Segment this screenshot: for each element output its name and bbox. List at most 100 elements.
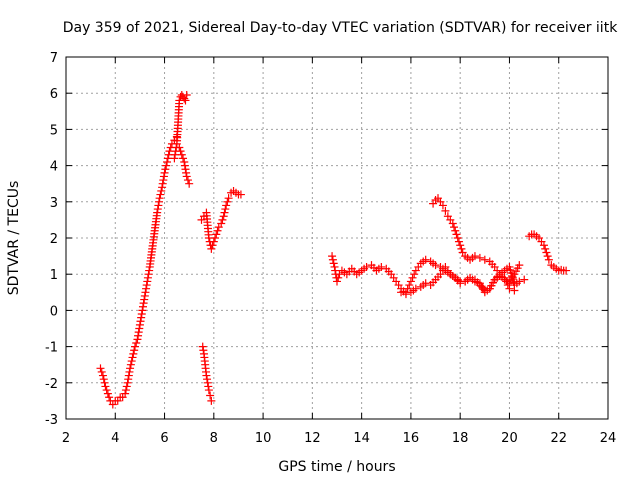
- data-point-fill: [134, 331, 143, 340]
- x-tick-label: 2: [62, 431, 70, 446]
- data-point: [470, 277, 479, 286]
- data-point-fill: [154, 201, 163, 210]
- data-point: [135, 320, 144, 329]
- data-point-fill: [100, 378, 109, 387]
- data-point-fill: [199, 346, 208, 355]
- data-point-fill: [140, 295, 149, 304]
- y-tick-label: 6: [50, 87, 58, 102]
- data-point: [143, 277, 152, 286]
- series-segment-4: [197, 186, 245, 253]
- data-point: [456, 279, 465, 288]
- data-point: [203, 378, 212, 387]
- data-point-fill: [124, 375, 133, 384]
- x-tick-label: 12: [304, 431, 321, 446]
- data-point: [441, 206, 450, 215]
- data-point: [126, 364, 135, 373]
- data-point-fill: [171, 150, 180, 159]
- data-point: [121, 389, 130, 398]
- data-point-fill: [182, 168, 191, 177]
- data-point: [475, 253, 484, 262]
- data-point-fill: [121, 386, 130, 395]
- data-point-fill: [127, 357, 136, 366]
- data-point-fill: [454, 237, 463, 246]
- series-segment-7: [397, 255, 519, 297]
- x-tick-label: 4: [111, 431, 119, 446]
- data-point: [163, 157, 172, 166]
- data-point: [562, 266, 571, 275]
- data-point: [209, 237, 218, 246]
- data-point: [182, 91, 191, 100]
- chart-title: Day 359 of 2021, Sidereal Day-to-day VTE…: [63, 20, 618, 36]
- data-point-fill: [157, 186, 166, 195]
- data-point-fill: [218, 215, 227, 224]
- data-point: [421, 279, 430, 288]
- data-point: [204, 386, 213, 395]
- data-point-fill: [134, 328, 143, 337]
- data-point: [219, 212, 228, 221]
- data-point-fill: [124, 371, 133, 380]
- y-tick-label: 0: [50, 304, 58, 319]
- series-segment-6: [328, 252, 529, 299]
- data-point-fill: [122, 382, 131, 391]
- data-point: [177, 150, 186, 159]
- series-segment-8: [429, 194, 524, 288]
- data-point: [236, 190, 245, 199]
- data-point-fill: [162, 161, 171, 170]
- y-tick-label: -3: [45, 413, 58, 428]
- series-segment-9: [525, 230, 571, 275]
- series-segment-3-fall: [175, 143, 194, 188]
- data-point: [158, 183, 167, 192]
- y-tick-label: -1: [45, 341, 58, 356]
- data-point: [411, 284, 420, 293]
- data-point: [224, 194, 233, 203]
- data-point-fill: [143, 273, 152, 282]
- data-point: [182, 172, 191, 181]
- data-point: [222, 201, 231, 210]
- grid-layer: [66, 57, 608, 419]
- data-point-fill: [180, 161, 189, 170]
- data-point-fill: [159, 176, 168, 185]
- data-point-fill: [183, 176, 192, 185]
- data-point: [520, 275, 529, 284]
- data-point: [140, 291, 149, 300]
- data-point-fill: [99, 375, 108, 384]
- data-point: [456, 241, 465, 250]
- data-point: [170, 154, 179, 163]
- data-point: [207, 396, 216, 405]
- data-point: [153, 208, 162, 217]
- data-point: [451, 226, 460, 235]
- data-point-fill: [328, 255, 337, 264]
- data-point-fill: [158, 179, 167, 188]
- data-point-fill: [137, 313, 146, 322]
- data-point-fill: [457, 244, 466, 253]
- data-point-fill: [155, 197, 164, 206]
- data-point-fill: [221, 205, 230, 214]
- data-point-fill: [129, 349, 138, 358]
- y-tick-label: 5: [50, 123, 58, 138]
- data-point: [181, 165, 190, 174]
- data-point-fill: [142, 284, 151, 293]
- data-point-fill: [135, 324, 144, 333]
- data-point-fill: [179, 154, 188, 163]
- data-point: [123, 378, 132, 387]
- y-tick-label: 2: [50, 232, 58, 247]
- data-point: [181, 96, 190, 105]
- data-point-fill: [161, 165, 170, 174]
- x-axis-label: GPS time / hours: [278, 459, 395, 475]
- data-point: [202, 371, 211, 380]
- data-point-fill: [153, 205, 162, 214]
- data-point-fill: [156, 190, 165, 199]
- data-point: [333, 277, 341, 286]
- data-point: [133, 335, 142, 344]
- data-point: [401, 288, 410, 297]
- data-point: [207, 244, 216, 253]
- data-point-fill: [223, 197, 232, 206]
- data-point: [330, 262, 339, 271]
- data-point: [515, 261, 524, 270]
- data-point-fill: [334, 273, 343, 282]
- data-point-fill: [137, 310, 146, 319]
- data-point-fill: [139, 299, 148, 308]
- data-point: [185, 179, 194, 188]
- data-point: [160, 168, 169, 177]
- data-point: [217, 219, 226, 228]
